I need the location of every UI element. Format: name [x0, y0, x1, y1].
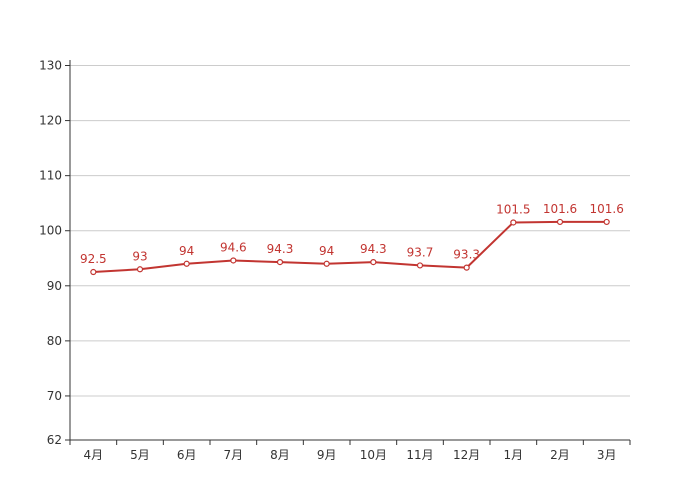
data-point — [556, 218, 564, 226]
x-tick-label: 8月 — [270, 448, 290, 462]
data-point — [370, 259, 377, 266]
data-label: 101.5 — [496, 202, 530, 216]
data-point — [136, 266, 144, 273]
x-tick-label: 11月 — [406, 448, 433, 462]
data-label: 94 — [319, 244, 334, 258]
data-point — [183, 260, 190, 267]
data-point — [276, 259, 284, 266]
data-label: 92.5 — [80, 252, 107, 266]
data-point — [603, 218, 610, 226]
x-tick-label: 7月 — [224, 448, 244, 462]
data-label: 93.3 — [453, 248, 480, 262]
x-tick-label: 10月 — [360, 448, 387, 462]
data-point — [416, 262, 424, 269]
y-tick-label: 100 — [39, 224, 62, 238]
y-tick-label: 120 — [39, 114, 62, 128]
x-tick-label: 3月 — [597, 448, 617, 462]
y-tick-label: 70 — [47, 389, 62, 403]
x-tick-label: 5月 — [130, 448, 150, 462]
x-tick-label: 6月 — [177, 448, 197, 462]
x-tick-label: 2月 — [550, 448, 570, 462]
data-point — [230, 257, 237, 264]
y-tick-label: 80 — [47, 334, 62, 348]
data-label: 94.3 — [360, 242, 387, 256]
data-label: 93 — [132, 249, 147, 263]
data-label: 94 — [179, 244, 194, 258]
y-tick-label: 90 — [47, 279, 62, 293]
data-label: 93.7 — [407, 245, 434, 259]
data-label: 101.6 — [589, 202, 623, 216]
data-point — [323, 260, 330, 267]
data-label: 94.3 — [267, 242, 294, 256]
data-point — [463, 264, 470, 271]
y-tick-label: 130 — [39, 59, 62, 73]
x-tick-label: 1月 — [504, 448, 524, 462]
x-tick-label: 9月 — [317, 448, 337, 462]
y-tick-label: 62 — [47, 433, 62, 447]
x-tick-label: 12月 — [453, 448, 480, 462]
x-tick-label: 4月 — [84, 448, 104, 462]
data-label: 101.6 — [543, 202, 577, 216]
data-point — [510, 219, 517, 226]
series-line — [93, 220, 607, 274]
y-tick-label: 110 — [39, 169, 62, 183]
data-point — [90, 268, 97, 276]
data-label: 94.6 — [220, 240, 247, 254]
